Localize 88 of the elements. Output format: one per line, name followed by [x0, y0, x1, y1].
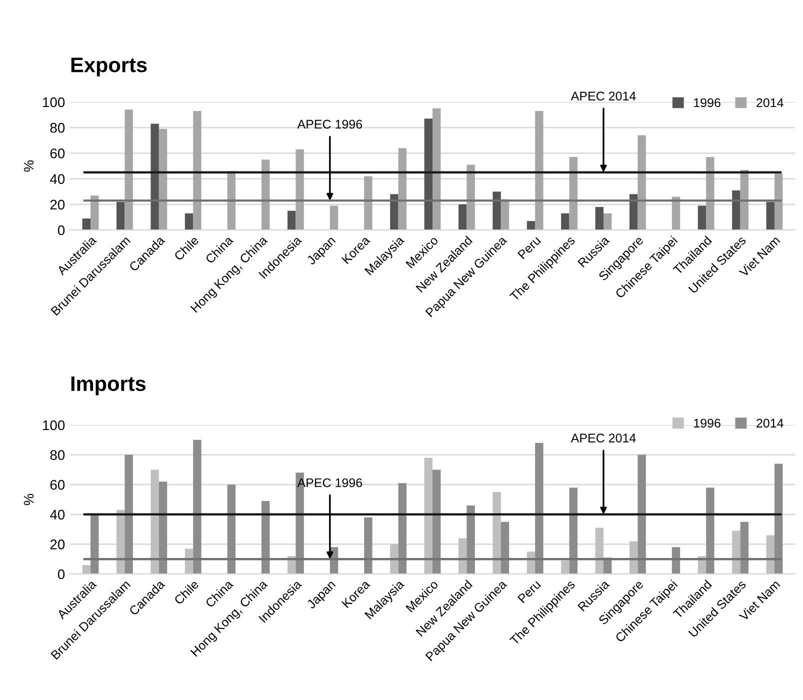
y-axis-title: %	[24, 494, 34, 506]
bar	[561, 213, 570, 230]
y-axis-title: %	[24, 160, 34, 172]
bar	[458, 538, 467, 574]
bar	[364, 517, 372, 574]
bar	[330, 206, 338, 230]
y-tick-label: 20	[50, 540, 65, 550]
chart-title: Imports	[71, 376, 146, 396]
bar	[424, 118, 432, 230]
bar	[706, 157, 714, 230]
bar	[638, 454, 646, 574]
bar	[595, 528, 604, 574]
bar	[90, 514, 99, 574]
y-tick-label: 0	[58, 569, 65, 580]
bar	[535, 110, 544, 230]
bar	[569, 157, 578, 230]
bar	[500, 522, 510, 574]
y-tick-label: 80	[50, 122, 65, 133]
bar	[424, 458, 432, 574]
y-tick-label: 40	[50, 174, 65, 184]
bar	[398, 148, 407, 230]
bar	[561, 560, 570, 574]
bar	[82, 565, 91, 574]
bar	[732, 530, 740, 574]
annotation: APEC 1996	[297, 478, 362, 488]
bar	[227, 484, 236, 574]
bar	[193, 440, 202, 574]
bar	[193, 110, 202, 230]
bar	[629, 541, 638, 574]
legend-label: 1996	[694, 418, 720, 428]
bar	[732, 190, 740, 230]
bar	[466, 505, 475, 574]
bar	[262, 160, 270, 230]
chart-title: Exports	[71, 58, 147, 76]
bar	[398, 483, 407, 574]
bar	[492, 192, 501, 230]
bar	[774, 464, 783, 574]
bar	[262, 500, 270, 574]
bar	[390, 194, 398, 230]
bar	[774, 174, 783, 230]
bar	[124, 454, 133, 574]
y-tick-label: 60	[50, 148, 65, 158]
bar	[535, 442, 544, 574]
bar	[296, 149, 304, 230]
bar	[706, 488, 714, 574]
bar	[766, 202, 774, 230]
legend-label: 2014	[756, 418, 784, 428]
bar	[672, 196, 680, 230]
bar	[124, 110, 133, 230]
bar	[629, 194, 638, 230]
y-tick-label: 80	[50, 450, 65, 460]
bar	[492, 492, 501, 574]
bar	[158, 128, 168, 230]
y-tick-label: 100	[43, 97, 65, 108]
bar	[740, 522, 748, 574]
y-tick-label: 100	[43, 420, 65, 430]
bar	[766, 535, 774, 574]
annotation: APEC 1996	[297, 120, 362, 129]
annotation: APEC 2014	[570, 92, 636, 100]
y-tick-label: 40	[50, 510, 65, 520]
bar	[150, 470, 159, 574]
bar	[466, 164, 475, 230]
y-tick-label: 0	[58, 225, 65, 236]
bar	[184, 213, 194, 230]
bar	[158, 482, 168, 574]
bar	[458, 204, 467, 230]
bar	[390, 544, 398, 574]
bar	[638, 135, 646, 230]
bar	[740, 170, 748, 230]
bar	[364, 176, 372, 230]
bar	[150, 124, 159, 230]
bar	[432, 108, 441, 230]
legend-label: 1996	[694, 98, 720, 108]
bar	[603, 213, 612, 230]
bar	[90, 195, 99, 230]
bar	[116, 202, 125, 230]
bar	[698, 206, 706, 230]
annotation: APEC 2014	[570, 434, 636, 442]
bar	[116, 510, 125, 574]
y-tick-label: 20	[50, 200, 65, 210]
bar	[569, 488, 578, 574]
bar	[526, 221, 536, 230]
bar	[432, 470, 441, 574]
y-tick-label: 60	[50, 480, 65, 490]
bar	[288, 210, 296, 230]
legend-label: 2014	[756, 98, 784, 108]
bar	[595, 206, 604, 230]
bar	[82, 218, 91, 230]
